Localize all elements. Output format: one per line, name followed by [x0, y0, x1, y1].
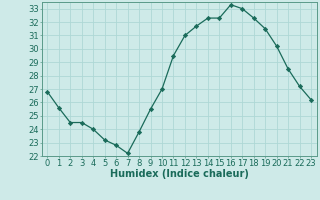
X-axis label: Humidex (Indice chaleur): Humidex (Indice chaleur) — [110, 169, 249, 179]
